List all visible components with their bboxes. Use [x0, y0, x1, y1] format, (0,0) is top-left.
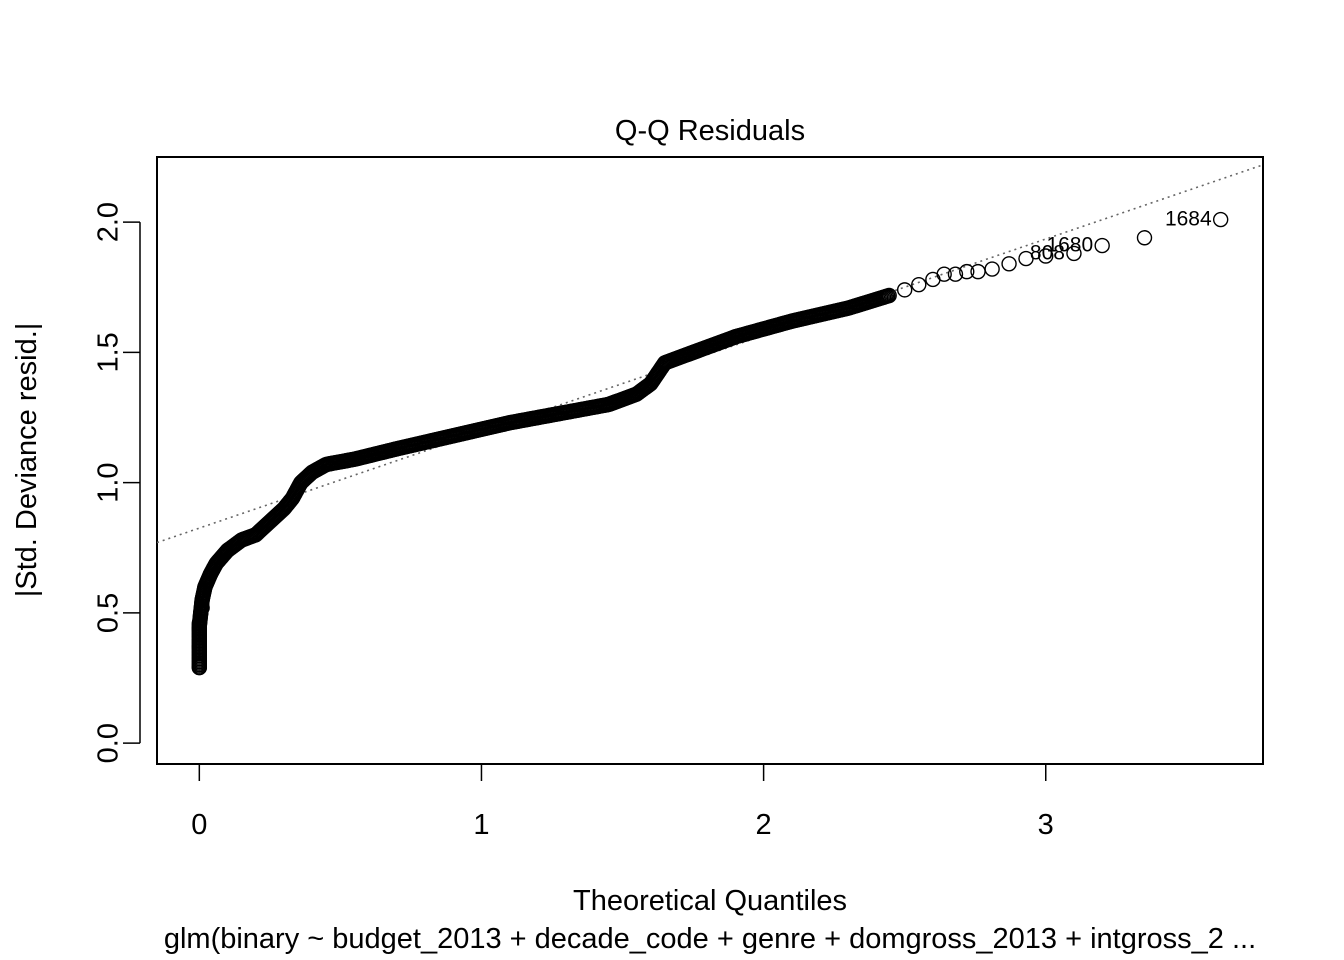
reference-line [157, 164, 1263, 544]
residual-point [1212, 211, 1229, 228]
model-formula: glm(binary ~ budget_2013 + decade_code +… [164, 923, 1256, 955]
x-axis: 0 1 2 3 [191, 763, 1054, 841]
point-label: 1684 [1165, 208, 1212, 231]
residual-point [1136, 230, 1153, 246]
residual-point [936, 266, 952, 282]
residual-point [947, 266, 964, 282]
residual-point [1018, 250, 1034, 267]
residual-point [1094, 237, 1110, 254]
residual-point [191, 639, 208, 655]
y-axis: 0.0 0.5 1.0 1.5 2.0 [93, 202, 141, 763]
residual-point [959, 263, 975, 280]
residual-point [1066, 245, 1082, 262]
residual-point [911, 276, 927, 293]
residual-point [191, 615, 208, 632]
residual-point [1001, 256, 1017, 272]
y-tick-label: 0.5 [93, 593, 125, 633]
x-tick-label: 1 [473, 809, 489, 841]
residual-point [896, 282, 913, 298]
residual-point [881, 287, 897, 304]
chart-title: Q-Q Residuals [615, 115, 805, 147]
point-label: 808 [1030, 241, 1065, 264]
dense-points [191, 287, 897, 676]
residual-point [984, 261, 1000, 277]
y-axis-title: |Std. Deviance resid.| [11, 323, 43, 598]
x-tick-label: 0 [191, 809, 207, 841]
y-tick-label: 0.0 [93, 723, 125, 763]
residual-point [194, 599, 210, 616]
point-label: 1680 [1046, 234, 1093, 257]
x-axis-title: Theoretical Quantiles [573, 885, 847, 917]
y-tick-label: 1.5 [93, 332, 125, 372]
residual-point [1038, 248, 1054, 264]
x-tick-label: 3 [1038, 809, 1054, 841]
y-tick-label: 2.0 [93, 202, 125, 242]
residual-point [191, 659, 208, 676]
x-tick-label: 2 [756, 809, 772, 841]
y-tick-label: 1.0 [93, 462, 125, 502]
residual-point [191, 620, 208, 637]
